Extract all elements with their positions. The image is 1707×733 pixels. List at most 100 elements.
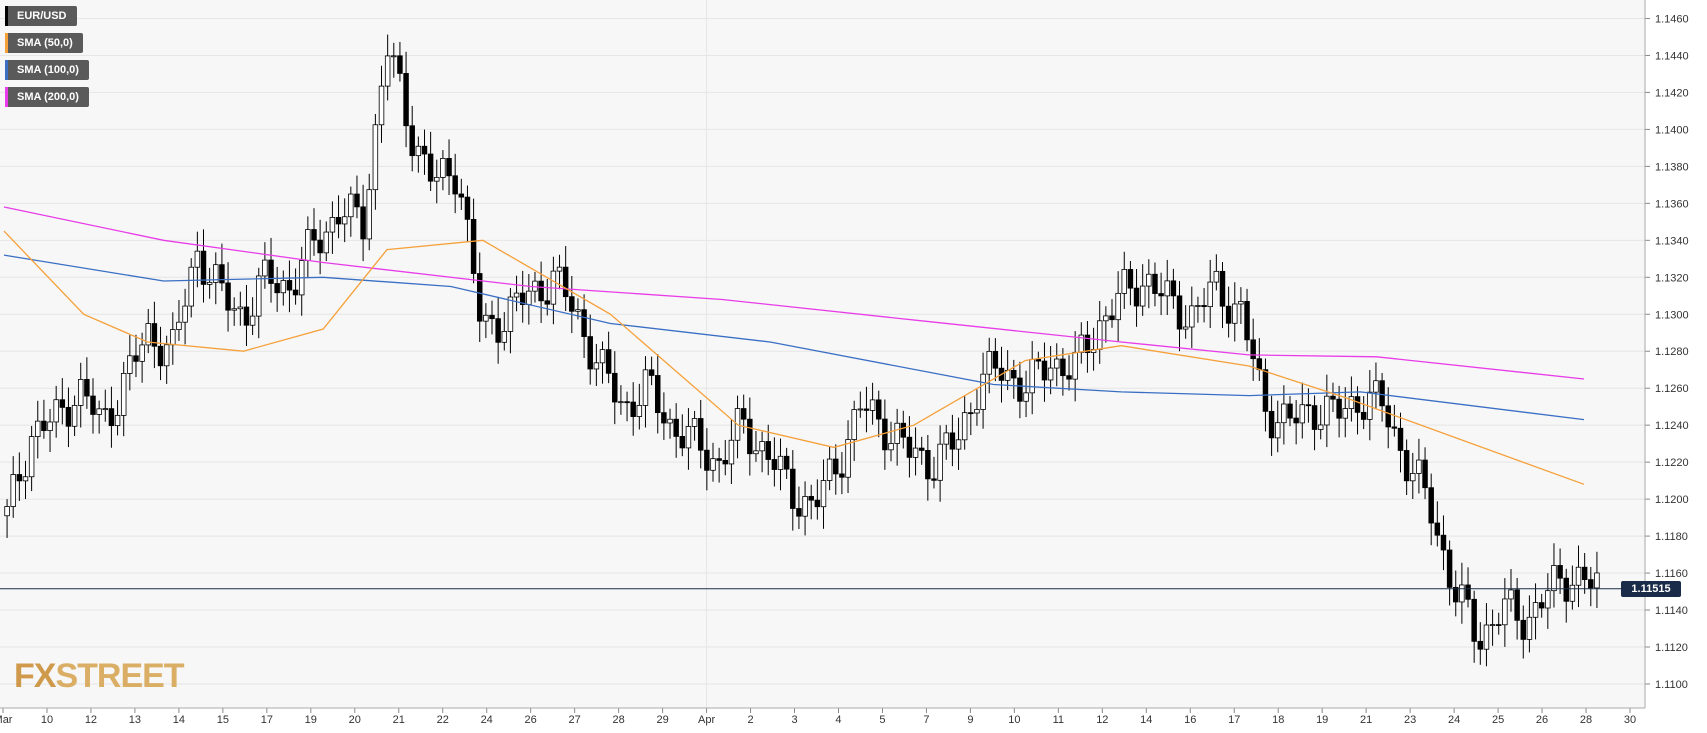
candle-body xyxy=(992,350,999,369)
candle-body xyxy=(4,506,10,517)
legend-swatch xyxy=(5,6,8,26)
candle-body xyxy=(1139,285,1146,307)
candle-body xyxy=(900,422,907,438)
x-tick-label: Mar xyxy=(0,714,13,726)
x-tick-label: 12 xyxy=(1096,714,1108,726)
candle-body xyxy=(127,355,133,374)
candle-body xyxy=(354,193,360,208)
candle-body xyxy=(1465,584,1471,600)
legend-item-sma200[interactable]: SMA (200,0) xyxy=(5,87,89,107)
candle-body xyxy=(1103,315,1109,322)
candle-body xyxy=(59,399,66,408)
candle-body xyxy=(1299,404,1306,424)
candle-body xyxy=(1317,424,1324,430)
candle-body xyxy=(1526,616,1533,640)
candle-body xyxy=(765,441,771,460)
x-tick-label: 25 xyxy=(1492,714,1504,726)
candle-body xyxy=(1189,305,1195,328)
candle-body xyxy=(759,441,765,452)
candle-body xyxy=(409,125,415,157)
candle-body xyxy=(1416,459,1422,474)
candle-body xyxy=(102,408,109,411)
y-tick-label: 1.1240 xyxy=(1655,420,1689,432)
x-tick-label: 12 xyxy=(85,714,97,726)
candle-body xyxy=(618,401,624,404)
candle-body xyxy=(170,329,176,346)
candle-body xyxy=(955,439,962,450)
candle-body xyxy=(403,73,409,127)
x-tick-label: 30 xyxy=(1624,714,1636,726)
candle-body xyxy=(968,412,974,415)
candle-body xyxy=(1293,417,1299,424)
candle-body xyxy=(1281,403,1287,424)
candle-body xyxy=(139,344,145,362)
candle-body xyxy=(685,426,692,449)
candle-body xyxy=(875,399,882,420)
candle-body xyxy=(317,239,323,254)
candle-body xyxy=(53,399,59,423)
candle-body xyxy=(740,408,747,420)
candle-body xyxy=(1115,292,1121,321)
candle-body xyxy=(1581,566,1588,580)
candle-body xyxy=(1538,602,1545,609)
candle-body xyxy=(777,455,784,470)
y-tick-label: 1.1460 xyxy=(1655,13,1689,25)
candle-body xyxy=(642,369,649,406)
candle-body xyxy=(323,231,330,254)
y-tick-label: 1.1320 xyxy=(1655,272,1689,284)
candle-body xyxy=(1121,269,1128,294)
candle-body xyxy=(133,355,139,362)
candle-body xyxy=(569,296,575,312)
candle-body xyxy=(986,350,992,375)
candle-body xyxy=(1096,320,1103,350)
candle-body xyxy=(366,189,372,240)
candle-body xyxy=(452,175,458,195)
candle-body xyxy=(1127,269,1134,289)
candle-body xyxy=(1152,273,1158,294)
candle-body xyxy=(882,418,888,451)
candle-body xyxy=(280,280,287,294)
candle-body xyxy=(1219,270,1226,307)
x-tick-label: 16 xyxy=(1184,714,1196,726)
candle-body xyxy=(470,218,477,274)
x-tick-label: 27 xyxy=(569,714,581,726)
candle-body xyxy=(108,408,115,427)
candle-body xyxy=(587,336,593,370)
candle-body xyxy=(1569,584,1576,602)
x-tick-label: 13 xyxy=(129,714,141,726)
candle-body xyxy=(1563,577,1569,602)
candle-body xyxy=(65,406,72,427)
candle-body xyxy=(1391,426,1398,429)
x-tick-label: 21 xyxy=(1360,714,1372,726)
y-tick-label: 1.1300 xyxy=(1655,309,1689,321)
candle-body xyxy=(1133,287,1140,307)
candle-body xyxy=(274,283,280,294)
candle-body xyxy=(1311,405,1318,430)
y-tick-label: 1.1360 xyxy=(1655,198,1689,210)
candle-body xyxy=(213,264,219,283)
candle-body xyxy=(648,369,655,376)
x-tick-label: 24 xyxy=(481,714,493,726)
candle-body xyxy=(753,450,759,455)
candle-body xyxy=(427,153,434,182)
legend-item-eurusd[interactable]: EUR/USD xyxy=(5,6,77,26)
candle-body xyxy=(575,309,581,312)
legend-label: SMA (100,0) xyxy=(17,64,79,76)
candle-body xyxy=(194,250,201,268)
candle-body xyxy=(1274,422,1281,439)
legend-item-sma50[interactable]: SMA (50,0) xyxy=(5,33,83,53)
legend-item-sma100[interactable]: SMA (100,0) xyxy=(5,60,89,80)
candle-body xyxy=(673,418,679,437)
candle-body xyxy=(495,318,501,343)
x-tick-label: 17 xyxy=(261,714,273,726)
candle-body xyxy=(1557,565,1563,579)
candle-body xyxy=(1054,358,1060,369)
candle-body xyxy=(581,309,587,337)
candle-body xyxy=(845,439,851,478)
x-tick-label: 28 xyxy=(612,714,624,726)
legend-swatch xyxy=(5,33,8,53)
candle-body xyxy=(145,323,151,346)
x-tick-label: 23 xyxy=(1404,714,1416,726)
candle-body xyxy=(771,459,778,470)
candle-body xyxy=(808,496,814,501)
